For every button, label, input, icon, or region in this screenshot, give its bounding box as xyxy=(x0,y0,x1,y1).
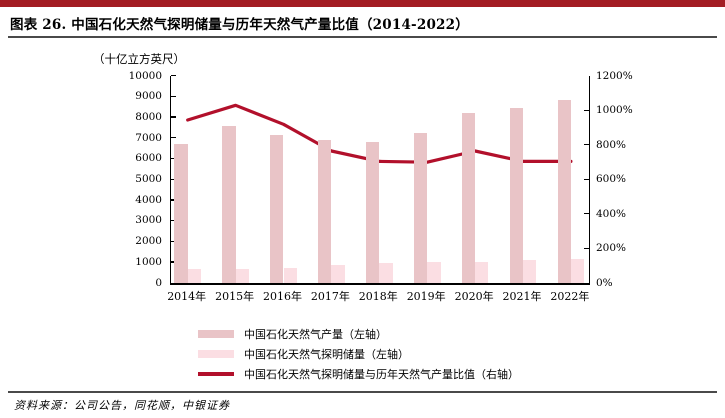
x-axis-label-2017年: 2017年 xyxy=(310,290,350,303)
legend-swatch-bar xyxy=(198,350,234,358)
left-axis-tick-mark xyxy=(171,240,176,242)
bar-reserves-2017年 xyxy=(331,264,345,283)
right-axis-tick-label: 200% xyxy=(596,242,627,254)
right-axis-tick-label: 1000% xyxy=(596,104,633,116)
bar-production-2018年 xyxy=(365,142,380,283)
left-axis-tick-mark xyxy=(171,178,176,180)
ratio-line xyxy=(186,103,573,164)
x-axis-label-2020年: 2020年 xyxy=(454,290,494,303)
source-divider xyxy=(8,391,717,393)
legend-item-3: 中国石化天然气探明储量与历年天然气产量比值（右轴） xyxy=(198,364,519,384)
left-axis-tick-mark xyxy=(171,219,176,222)
left-axis-tick-label: 5000 xyxy=(135,173,162,185)
bar-production-2016年 xyxy=(270,135,284,283)
bar-production-2015年 xyxy=(222,126,236,283)
right-axis-tick-label: 800% xyxy=(596,138,627,151)
ratio-line-chart xyxy=(186,103,573,164)
legend-swatch-bar xyxy=(198,330,234,338)
bar-production-2020年 xyxy=(461,112,476,283)
x-axis-label-2015年: 2015年 xyxy=(215,290,255,303)
right-axis-tick-mark xyxy=(584,109,589,111)
left-axis-tick-mark xyxy=(171,157,176,160)
bar-reserves-2021年 xyxy=(523,259,537,283)
bar-reserves-2018年 xyxy=(379,263,393,283)
legend-swatch-line xyxy=(198,372,234,376)
left-axis-tick-mark xyxy=(171,95,176,98)
plot-area xyxy=(170,75,590,285)
bar-production-2014年 xyxy=(174,144,188,283)
right-axis-tick-mark xyxy=(584,247,589,249)
left-axis-tick-mark xyxy=(171,261,176,263)
bar-reserves-2019年 xyxy=(427,262,441,283)
left-axis-tick-label: 6000 xyxy=(135,152,162,165)
bar-reserves-2020年 xyxy=(475,262,489,283)
left-axis-tick-mark xyxy=(171,75,176,77)
right-axis-tick-label: 0% xyxy=(596,276,613,289)
legend-label: 中国石化天然气探明储量与历年天然气产量比值（右轴） xyxy=(244,368,519,381)
legend-label: 中国石化天然气探明储量（左轴） xyxy=(244,348,409,361)
left-axis-tick-label: 4000 xyxy=(135,193,162,206)
bar-reserves-2014年 xyxy=(187,268,202,283)
title-divider xyxy=(8,36,717,38)
top-red-band xyxy=(0,0,725,7)
bar-production-2019年 xyxy=(413,132,428,283)
left-axis-tick-mark xyxy=(171,199,176,201)
x-axis-label-2022年: 2022年 xyxy=(550,290,590,303)
right-axis-tick-mark xyxy=(584,178,589,180)
x-axis-label-2018年: 2018年 xyxy=(358,290,398,303)
left-axis-tick-label: 3000 xyxy=(135,214,162,227)
left-axis-tick-label: 10000 xyxy=(128,69,162,82)
x-axis-label-2016年: 2016年 xyxy=(263,290,302,303)
left-axis-tick-label: 9000 xyxy=(135,90,162,103)
left-axis-tick-label: 2000 xyxy=(135,235,162,248)
left-axis-tick-mark xyxy=(171,137,176,139)
left-axis-tick-label: 8000 xyxy=(135,110,162,123)
right-axis-tick-label: 600% xyxy=(596,173,627,185)
bar-reserves-2022年 xyxy=(570,259,585,283)
x-axis-label-2021年: 2021年 xyxy=(502,290,542,303)
left-axis-tick-label: 7000 xyxy=(135,131,162,144)
x-axis-label-2019年: 2019年 xyxy=(406,290,446,303)
right-axis-tick-mark xyxy=(584,213,589,215)
left-axis-unit-label: （十亿立方英尺） xyxy=(93,52,185,66)
legend-item-2: 中国石化天然气探明储量（左轴） xyxy=(198,344,519,364)
bar-production-2021年 xyxy=(509,108,523,283)
bar-production-2017年 xyxy=(318,140,332,283)
left-axis-tick-label: 0 xyxy=(155,276,162,289)
x-axis-label-2014年: 2014年 xyxy=(167,290,207,303)
bar-reserves-2015年 xyxy=(235,268,249,283)
figure-title: 图表 26. 中国石化天然气探明储量与历年天然气产量比值（2014-2022） xyxy=(10,17,469,33)
chart-legend: 中国石化天然气产量（左轴） 中国石化天然气探明储量（左轴） 中国石化天然气探明储量与… xyxy=(198,324,519,384)
legend-label: 中国石化天然气产量（左轴） xyxy=(244,328,387,341)
bar-production-2022年 xyxy=(557,100,571,283)
left-axis-tick-mark xyxy=(171,116,176,118)
bar-reserves-2016年 xyxy=(283,267,297,283)
legend-item-1: 中国石化天然气产量（左轴） xyxy=(198,324,519,344)
right-axis-tick-label: 1200% xyxy=(596,69,633,82)
right-axis-tick-label: 400% xyxy=(596,207,627,220)
source-note: 资料来源：公司公告，同花顺，中银证券 xyxy=(14,399,230,412)
left-axis-tick-label: 1000 xyxy=(135,255,162,268)
right-axis-tick-mark xyxy=(584,144,589,146)
